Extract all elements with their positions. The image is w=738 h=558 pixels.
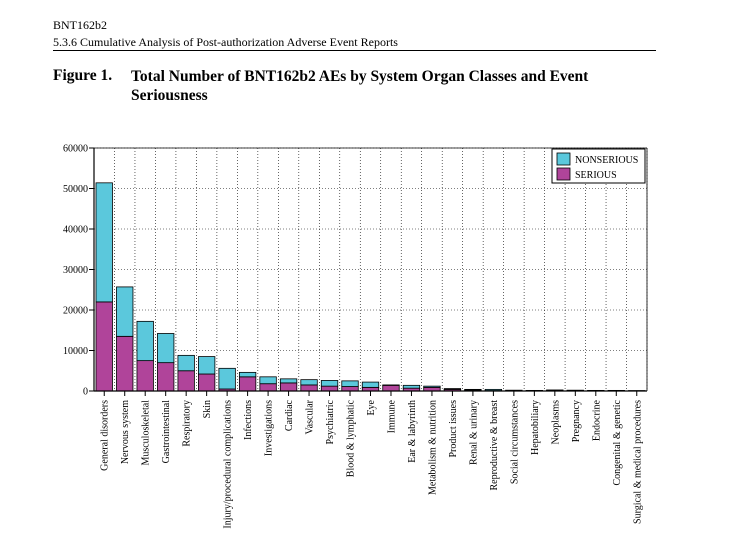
bar-serious [177, 370, 195, 392]
bar-nonserious [402, 384, 421, 389]
x-tick-label: Reproductive & breast [489, 400, 500, 491]
x-tick-label: Skin [202, 400, 213, 418]
x-tick-label: Vascular [305, 399, 316, 434]
x-tick-label: Musculoskeletal [141, 400, 152, 466]
bar-nonserious [423, 385, 441, 388]
y-tick-label: 30000 [63, 265, 88, 276]
x-tick-label: Immune [386, 399, 397, 433]
y-tick-label: 10000 [63, 346, 88, 357]
document-product-header: BNT162b2 [53, 18, 107, 32]
bar-nonserious [443, 388, 462, 390]
bar-serious [95, 301, 113, 392]
bar-nonserious [116, 286, 134, 337]
x-tick-label: Injury/procedural complications [223, 400, 234, 529]
y-tick-label: 20000 [63, 306, 88, 317]
bar-serious [238, 376, 257, 392]
label-layer: 0 10000 20000 30000 40000 50000 60000 General d… [63, 144, 643, 529]
bar-serious [157, 362, 175, 392]
bar-serious [259, 383, 277, 392]
y-tick-label: 50000 [63, 184, 88, 195]
x-tick-label: Blood & lymphatic [346, 399, 357, 477]
bar-nonserious [320, 380, 339, 387]
x-tick-label: Psychiatric [325, 399, 336, 444]
figure-title: Total Number of BNT162b2 AEs by System O… [131, 68, 589, 104]
y-tick-label: 40000 [63, 225, 88, 236]
grid-layer [93, 147, 648, 392]
bar-nonserious [238, 371, 257, 378]
bar-serious [320, 385, 339, 392]
x-tick-label: Eye [366, 399, 377, 415]
x-tick-label: Gastrointestinal [161, 400, 172, 464]
bar-nonserious [136, 320, 154, 362]
x-tick-label: Cardiac [284, 399, 295, 431]
x-tick-label: Nervous system [120, 400, 131, 464]
y-tick-label: 0 [83, 387, 88, 398]
bar-serious [382, 384, 400, 392]
bar-serious [279, 382, 298, 392]
bar-nonserious [157, 333, 175, 364]
bar-nonserious [198, 356, 216, 375]
bar-serious [341, 386, 359, 392]
bar-layer [95, 182, 646, 392]
legend-label: NONSERIOUS [575, 155, 638, 166]
bar-nonserious [218, 367, 236, 390]
x-tick-label: Investigations [264, 400, 275, 456]
bar-nonserious [300, 379, 318, 386]
y-tick-label: 60000 [63, 144, 88, 155]
x-tick-label: Congenital & genetic [612, 399, 623, 485]
bar-serious [136, 360, 154, 392]
bar-nonserious [279, 378, 298, 384]
legend-swatch [556, 167, 571, 181]
figure-number: Figure 1. [53, 67, 113, 84]
bar-nonserious [361, 381, 380, 388]
x-tick-label: Hepatobiliary [530, 400, 541, 455]
bar-nonserious [341, 380, 359, 387]
bar-nonserious [259, 376, 277, 385]
bar-nonserious [95, 182, 113, 303]
x-tick-label: Renal & urinary [468, 400, 479, 465]
x-tick-label: General disorders [100, 400, 111, 471]
x-tick-label: Respiratory [182, 400, 193, 447]
document-section-header: 5.3.6 Cumulative Analysis of Post-author… [53, 35, 398, 49]
bar-serious [198, 373, 216, 392]
x-tick-label: Neoplasms [550, 400, 561, 445]
x-tick-label: Pregnancy [571, 400, 582, 442]
header-rule [53, 50, 656, 51]
legend: NONSERIOUS SERIOUS [551, 148, 646, 184]
bar-nonserious [177, 354, 195, 372]
x-tick-label: Endocrine [591, 399, 602, 441]
x-tick-label: Surgical & medical procedures [632, 400, 643, 524]
legend-label: SERIOUS [575, 170, 617, 181]
legend-swatch [556, 152, 571, 166]
x-tick-label: Social circumstances [509, 400, 520, 484]
bar-serious [116, 335, 134, 392]
bar-nonserious [464, 388, 482, 391]
bar-serious [300, 384, 318, 392]
x-tick-label: Product issues [448, 400, 459, 458]
x-tick-label: Metabolism & nutrition [427, 400, 438, 495]
axis-layer [89, 147, 648, 396]
x-tick-label: Infections [243, 400, 254, 440]
x-tick-label: Ear & labyrinth [407, 400, 418, 463]
